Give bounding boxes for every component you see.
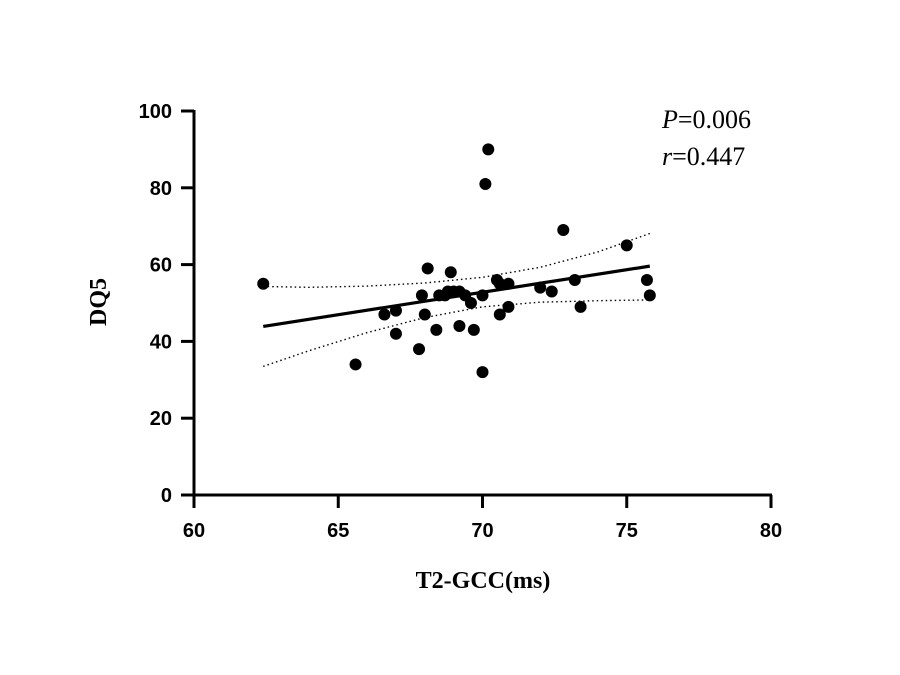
- x-axis-title: T2-GCC(ms): [416, 568, 551, 594]
- axes: 0 20 40 60 80 100 60 65 70 75 80: [139, 101, 783, 542]
- p-value: =0.006: [678, 105, 751, 134]
- x-tick-label: 65: [327, 520, 349, 542]
- y-tick-label: 0: [161, 485, 172, 507]
- data-point: [493, 308, 506, 321]
- r-value-annotation: r=0.447: [662, 142, 745, 171]
- data-point: [476, 289, 489, 302]
- ci-lower-line: [262, 299, 650, 368]
- data-point: [643, 289, 656, 302]
- data-point: [482, 143, 495, 156]
- p-value-annotation: P=0.006: [661, 105, 751, 134]
- data-point: [557, 224, 570, 237]
- p-symbol: P: [661, 105, 678, 134]
- y-tick-label: 100: [139, 101, 172, 123]
- data-point: [476, 366, 489, 379]
- data-point: [413, 343, 426, 356]
- data-point: [378, 308, 391, 321]
- data-point: [502, 277, 515, 290]
- data-point: [418, 308, 431, 321]
- y-tick-label: 20: [150, 408, 172, 430]
- y-tick-label: 80: [150, 178, 172, 200]
- data-point: [467, 323, 480, 336]
- data-point: [502, 300, 515, 313]
- data-point: [574, 300, 587, 313]
- data-points: [257, 143, 656, 379]
- data-point: [493, 277, 506, 290]
- r-value: =0.447: [672, 142, 745, 171]
- data-point: [464, 297, 477, 309]
- ci-upper-line: [263, 232, 651, 289]
- data-point: [620, 239, 633, 252]
- x-tick-label: 75: [616, 520, 638, 542]
- x-tick-label: 60: [183, 520, 205, 542]
- data-point: [453, 320, 466, 333]
- data-point: [479, 177, 492, 190]
- x-tick-label: 70: [471, 520, 493, 542]
- data-point: [444, 266, 457, 279]
- data-point: [545, 285, 558, 298]
- data-point: [415, 289, 428, 302]
- r-symbol: r: [662, 142, 673, 171]
- data-point: [389, 327, 402, 340]
- x-tick-label: 80: [760, 520, 782, 542]
- confidence-bands: [262, 232, 651, 368]
- data-point: [421, 262, 434, 275]
- y-axis-title: DQ5: [86, 278, 112, 326]
- data-point: [430, 323, 443, 336]
- data-point: [349, 358, 362, 371]
- data-point: [568, 273, 581, 286]
- data-point: [389, 304, 402, 317]
- y-tick-label: 60: [150, 255, 172, 277]
- data-point: [534, 281, 547, 294]
- y-tick-label: 40: [150, 331, 172, 353]
- data-point: [640, 273, 653, 286]
- data-point: [257, 277, 270, 290]
